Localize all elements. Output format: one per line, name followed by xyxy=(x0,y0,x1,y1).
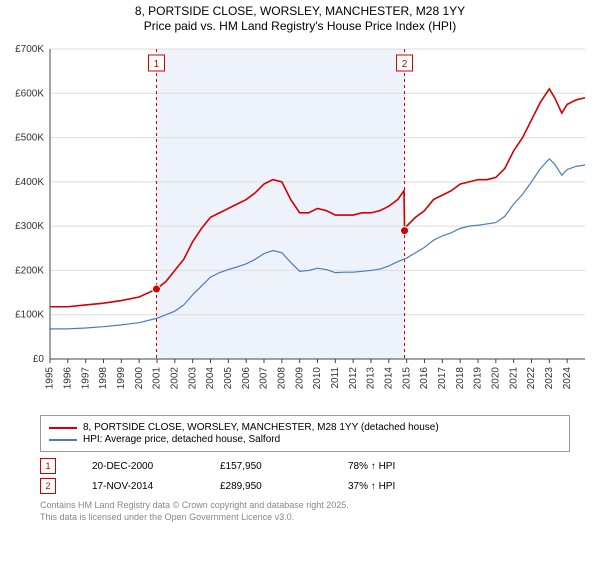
svg-text:2021: 2021 xyxy=(508,367,519,390)
legend-label-1: 8, PORTSIDE CLOSE, WORSLEY, MANCHESTER, … xyxy=(83,422,439,433)
svg-text:2012: 2012 xyxy=(348,367,359,390)
svg-text:£500K: £500K xyxy=(15,133,44,144)
svg-text:2011: 2011 xyxy=(330,367,341,389)
marker-date-1: 20-DEC-2000 xyxy=(92,461,192,472)
svg-text:2009: 2009 xyxy=(294,367,305,390)
footer-line-2: This data is licensed under the Open Gov… xyxy=(40,512,570,524)
legend-row-series2: HPI: Average price, detached house, Salf… xyxy=(49,434,561,445)
svg-text:2014: 2014 xyxy=(383,367,394,390)
legend-row-series1: 8, PORTSIDE CLOSE, WORSLEY, MANCHESTER, … xyxy=(49,422,561,433)
svg-text:2020: 2020 xyxy=(490,367,501,390)
marker-price-2: £289,950 xyxy=(220,481,320,492)
legend-swatch-1 xyxy=(49,427,77,429)
svg-text:1998: 1998 xyxy=(98,367,109,390)
svg-text:2003: 2003 xyxy=(187,367,198,390)
svg-text:2017: 2017 xyxy=(437,367,448,390)
svg-text:£700K: £700K xyxy=(15,44,44,55)
footer-line-1: Contains HM Land Registry data © Crown c… xyxy=(40,500,570,512)
svg-text:2004: 2004 xyxy=(205,367,216,390)
svg-text:1: 1 xyxy=(154,59,160,70)
svg-text:2006: 2006 xyxy=(241,367,252,390)
svg-text:2019: 2019 xyxy=(473,367,484,390)
legend-label-2: HPI: Average price, detached house, Salf… xyxy=(83,434,280,445)
svg-text:2022: 2022 xyxy=(526,367,537,390)
marker-box-2: 2 xyxy=(40,478,56,494)
footer: Contains HM Land Registry data © Crown c… xyxy=(40,500,570,523)
svg-text:2010: 2010 xyxy=(312,367,323,390)
svg-text:2018: 2018 xyxy=(455,367,466,390)
chart-subtitle: Price paid vs. HM Land Registry's House … xyxy=(0,19,600,33)
svg-text:2002: 2002 xyxy=(169,367,180,390)
svg-text:2: 2 xyxy=(402,59,408,70)
svg-text:2016: 2016 xyxy=(419,367,430,390)
marker-row-1: 1 20-DEC-2000 £157,950 78% ↑ HPI xyxy=(40,458,570,474)
svg-text:£200K: £200K xyxy=(15,265,44,276)
svg-text:1999: 1999 xyxy=(116,367,127,390)
legend: 8, PORTSIDE CLOSE, WORSLEY, MANCHESTER, … xyxy=(40,415,570,452)
svg-text:2008: 2008 xyxy=(276,367,287,390)
svg-text:1995: 1995 xyxy=(45,367,56,390)
svg-text:2007: 2007 xyxy=(259,367,270,390)
marker-row-2: 2 17-NOV-2014 £289,950 37% ↑ HPI xyxy=(40,478,570,494)
marker-price-1: £157,950 xyxy=(220,461,320,472)
marker-table: 1 20-DEC-2000 £157,950 78% ↑ HPI 2 17-NO… xyxy=(40,458,570,494)
svg-text:2015: 2015 xyxy=(401,367,412,390)
svg-text:£600K: £600K xyxy=(15,88,44,99)
svg-text:2023: 2023 xyxy=(544,367,555,390)
svg-text:1996: 1996 xyxy=(62,367,73,390)
marker-pct-1: 78% ↑ HPI xyxy=(348,461,448,472)
svg-text:2024: 2024 xyxy=(562,367,573,390)
svg-text:£300K: £300K xyxy=(15,221,44,232)
svg-text:£400K: £400K xyxy=(15,177,44,188)
svg-text:2013: 2013 xyxy=(366,367,377,390)
svg-text:£100K: £100K xyxy=(15,310,44,321)
marker-box-1: 1 xyxy=(40,458,56,474)
svg-text:2000: 2000 xyxy=(134,367,145,390)
chart-title: 8, PORTSIDE CLOSE, WORSLEY, MANCHESTER, … xyxy=(0,4,600,18)
price-chart: £0 £100K £200K £300K £400K £500K £600K £700K 199… xyxy=(0,39,600,409)
marker-date-2: 17-NOV-2014 xyxy=(92,481,192,492)
svg-text:£0: £0 xyxy=(33,354,45,365)
marker-pct-2: 37% ↑ HPI xyxy=(348,481,448,492)
svg-text:2005: 2005 xyxy=(223,367,234,390)
legend-swatch-2 xyxy=(49,439,77,441)
svg-text:1997: 1997 xyxy=(80,367,91,390)
svg-text:2001: 2001 xyxy=(152,367,163,390)
